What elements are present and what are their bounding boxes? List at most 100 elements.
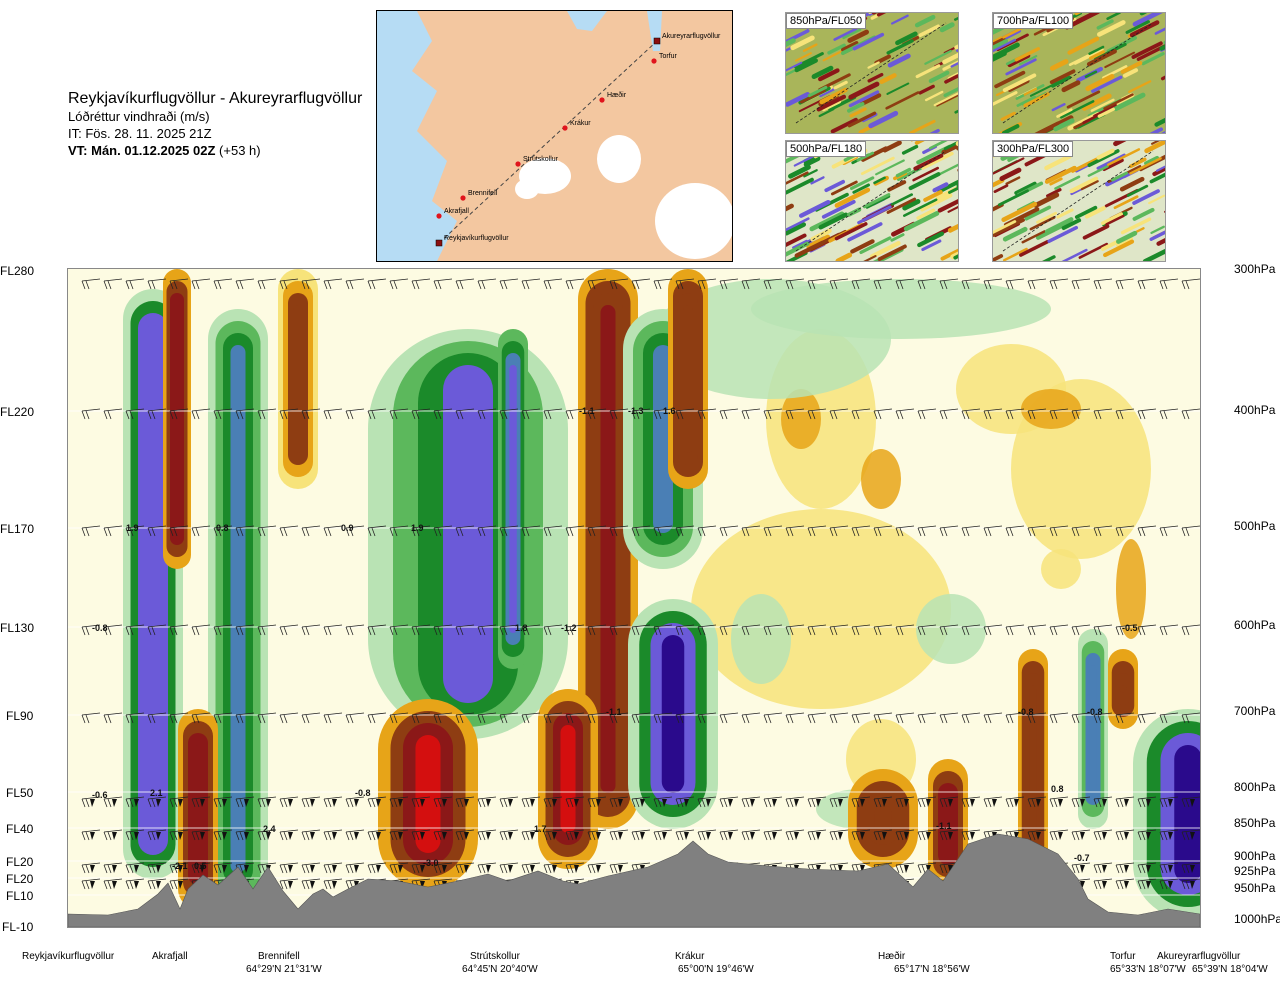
map-station-label: Brennifell: [468, 190, 498, 197]
thumb-streak: [835, 252, 853, 261]
wind-barb: [873, 408, 893, 420]
wind-barb: [389, 278, 409, 290]
wind-barb: [961, 712, 981, 724]
thumb-streak: [1050, 75, 1072, 88]
wind-barb: [631, 712, 651, 724]
wind-barb: [169, 829, 189, 841]
wind-barb: [1049, 525, 1069, 537]
thumb-500hpa-pattern: [786, 141, 958, 261]
thumb-streak: [818, 68, 840, 82]
wind-barb: [81, 712, 101, 724]
valid-time-offset: (+53 h): [219, 143, 261, 158]
wind-barb: [103, 878, 123, 890]
route-map: Akureyrarflugvöllur Torfur Hæðir Krákur Strú…: [376, 10, 733, 262]
contour-region: [731, 594, 791, 684]
thumb-streak: [1078, 242, 1109, 259]
wind-barb: [719, 525, 739, 537]
contour-value-label: -2.1: [172, 861, 188, 871]
wind-barb: [961, 624, 981, 636]
hpa-label: 500hPa: [1234, 519, 1276, 533]
contour-value-label: -0.6: [92, 790, 108, 800]
wind-barb: [279, 278, 299, 290]
wind-barb: [301, 624, 321, 636]
thumb-streak: [944, 74, 958, 84]
wind-barb: [741, 796, 761, 808]
wind-barb: [169, 408, 189, 420]
wind-barb: [169, 624, 189, 636]
thumb-streak: [833, 27, 858, 41]
wind-barb: [807, 796, 827, 808]
wind-barb: [961, 796, 981, 808]
thumb-500hpa[interactable]: 500hPa/FL180: [785, 140, 959, 262]
wind-barb: [499, 624, 519, 636]
thumb-300hpa[interactable]: 300hPa/FL300: [992, 140, 1166, 262]
wind-barb: [983, 278, 1003, 290]
wind-barb: [499, 278, 519, 290]
terrain-profile: [68, 833, 1200, 927]
wind-barb: [521, 525, 541, 537]
thumb-streak: [786, 61, 803, 72]
station-coord: 65°39'N 18°04'W: [1192, 964, 1268, 975]
thumb-700hpa[interactable]: 700hPa/FL100: [992, 12, 1166, 134]
wind-barb: [609, 712, 629, 724]
wind-barb: [103, 408, 123, 420]
wind-barb: [543, 624, 563, 636]
wind-barb: [631, 829, 651, 841]
thumb-streak: [890, 14, 909, 25]
thumb-850hpa[interactable]: 850hPa/FL050: [785, 12, 959, 134]
thumb-streak: [1122, 68, 1139, 78]
wind-barb: [609, 408, 629, 420]
wind-barb: [851, 408, 871, 420]
thumb-streak: [1089, 50, 1105, 60]
thumb-streak: [792, 239, 808, 249]
wind-barb: [191, 525, 211, 537]
thumb-streak: [1120, 60, 1143, 74]
thumb-streak: [875, 159, 905, 176]
wind-barb: [741, 525, 761, 537]
fl-label: FL130: [0, 621, 35, 635]
wind-barb: [1137, 712, 1157, 724]
wind-barb: [1027, 278, 1047, 290]
wind-barb: [213, 796, 233, 808]
wind-barb: [169, 712, 189, 724]
wind-barb: [213, 829, 233, 841]
station-label: Krákur: [675, 951, 705, 962]
wind-barb: [521, 408, 541, 420]
wind-barb: [961, 525, 981, 537]
wind-barb: [191, 862, 211, 874]
wind-barb: [543, 278, 563, 290]
thumb-streak: [953, 254, 958, 260]
thumb-streak: [993, 38, 1017, 53]
wind-barb: [609, 278, 629, 290]
wind-barb: [81, 525, 101, 537]
wind-barb: [235, 829, 255, 841]
thumb-streak: [997, 189, 1029, 207]
wind-barb: [1005, 624, 1025, 636]
wind-barb: [851, 712, 871, 724]
thumb-streak: [846, 207, 862, 217]
wind-barb: [1027, 408, 1047, 420]
thumb-streak: [1125, 20, 1150, 34]
thumb-streak: [928, 141, 948, 150]
wind-barb: [257, 712, 277, 724]
thumb-streak: [914, 141, 925, 145]
wind-barb: [565, 712, 585, 724]
thumb-streak: [887, 180, 907, 192]
wind-barb: [609, 624, 629, 636]
wind-barb: [785, 624, 805, 636]
thumb-streak: [1024, 205, 1052, 221]
thumb-streak: [818, 86, 836, 98]
contour-value-label: 0.5: [194, 861, 207, 871]
thumb-streak: [1053, 118, 1075, 132]
wind-barb: [345, 525, 365, 537]
map-airport-marker: [435, 239, 443, 247]
wind-barb: [939, 278, 959, 290]
wind-barb: [411, 408, 431, 420]
wind-barb: [191, 278, 211, 290]
thumb-streak: [798, 199, 831, 218]
map-station-label: Akureyrarflugvöllur: [662, 33, 721, 40]
wind-barb: [411, 624, 431, 636]
route-map-svg: Akureyrarflugvöllur Torfur Hæðir Krákur Strú…: [377, 11, 732, 261]
wind-barb: [587, 408, 607, 420]
thumb-850hpa-label: 850hPa/FL050: [786, 13, 867, 29]
